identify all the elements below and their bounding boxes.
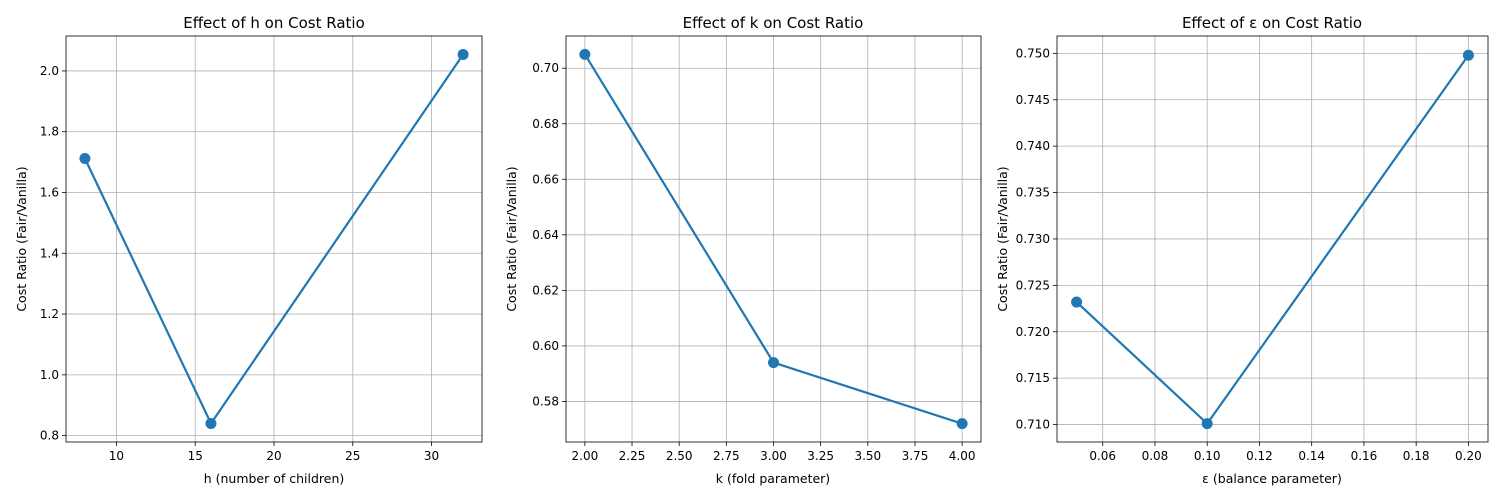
plot-frame [65,35,483,443]
data-point [79,152,91,164]
data-point [205,417,217,429]
chart-panel-epsilon: Effect of ε on Cost Ratio ε (balance par… [995,14,1489,486]
y-tick-label: 0.62 [532,283,559,297]
y-tick-label: 0.66 [532,172,559,186]
data-point [579,48,591,60]
chart-title: Effect of h on Cost Ratio [183,14,365,32]
x-tick-label: 15 [188,449,203,463]
y-tick-label: 0.58 [532,394,559,408]
x-tick-label: 0.20 [1455,449,1482,463]
x-tick-label: 0.12 [1246,449,1273,463]
y-tick-label: 2.0 [40,64,59,78]
y-tick-label: 1.2 [40,307,59,321]
data-point [956,418,968,430]
y-tick-label: 1.8 [40,125,59,139]
x-tick-label: 3.00 [760,449,787,463]
x-tick-label: 30 [424,449,439,463]
y-tick-label: 0.715 [1016,371,1050,385]
y-tick-label: 0.735 [1016,186,1050,200]
x-tick-label: 25 [345,449,360,463]
x-tick-label: 10 [109,449,124,463]
chart-panel-h: Effect of h on Cost Ratio h (number of c… [14,14,483,486]
y-tick-label: 0.740 [1016,139,1050,153]
y-tick-label: 0.68 [532,117,559,131]
plot-frame [1056,35,1489,443]
y-tick-label: 1.4 [40,246,59,260]
data-point [457,49,469,61]
y-tick-label: 0.750 [1016,46,1050,60]
y-tick-label: 1.0 [40,368,59,382]
plot-frame [565,35,982,443]
data-point [1071,296,1083,308]
y-tick-label: 0.745 [1016,93,1050,107]
y-tick-label: 0.60 [532,339,559,353]
y-tick-label: 0.725 [1016,278,1050,292]
x-tick-label: 20 [266,449,281,463]
y-axis-label: Cost Ratio (Fair/Vanilla) [504,166,519,311]
y-tick-label: 0.8 [40,429,59,443]
y-tick-label: 0.710 [1016,418,1050,432]
y-axis-label: Cost Ratio (Fair/Vanilla) [995,166,1010,311]
x-tick-label: 0.16 [1351,449,1378,463]
x-tick-label: 0.14 [1298,449,1325,463]
chart-title: Effect of ε on Cost Ratio [1182,14,1362,32]
data-point [1462,49,1474,61]
y-tick-label: 0.730 [1016,232,1050,246]
x-tick-label: 2.25 [619,449,646,463]
x-tick-label: 0.08 [1142,449,1169,463]
x-axis-label: k (fold parameter) [716,471,830,486]
x-tick-label: 0.10 [1194,449,1221,463]
chart-panel-k: Effect of k on Cost Ratio k (fold parame… [504,14,982,486]
x-tick-label: 4.00 [949,449,976,463]
x-tick-label: 3.25 [807,449,834,463]
x-tick-label: 2.00 [572,449,599,463]
data-point [768,357,779,369]
data-point [1201,418,1213,430]
y-axis-label: Cost Ratio (Fair/Vanilla) [14,166,29,311]
y-tick-label: 0.70 [532,61,559,75]
y-tick-label: 1.6 [40,186,59,200]
chart-title: Effect of k on Cost Ratio [683,14,864,32]
y-tick-label: 0.64 [532,228,559,242]
x-tick-label: 2.75 [713,449,740,463]
x-axis-label: ε (balance parameter) [1202,471,1342,486]
y-tick-label: 0.720 [1016,325,1050,339]
x-tick-label: 0.18 [1403,449,1430,463]
x-tick-label: 3.75 [902,449,929,463]
x-tick-label: 2.50 [666,449,693,463]
x-tick-label: 3.50 [854,449,881,463]
x-tick-label: 0.06 [1089,449,1116,463]
x-axis-label: h (number of children) [204,471,345,486]
